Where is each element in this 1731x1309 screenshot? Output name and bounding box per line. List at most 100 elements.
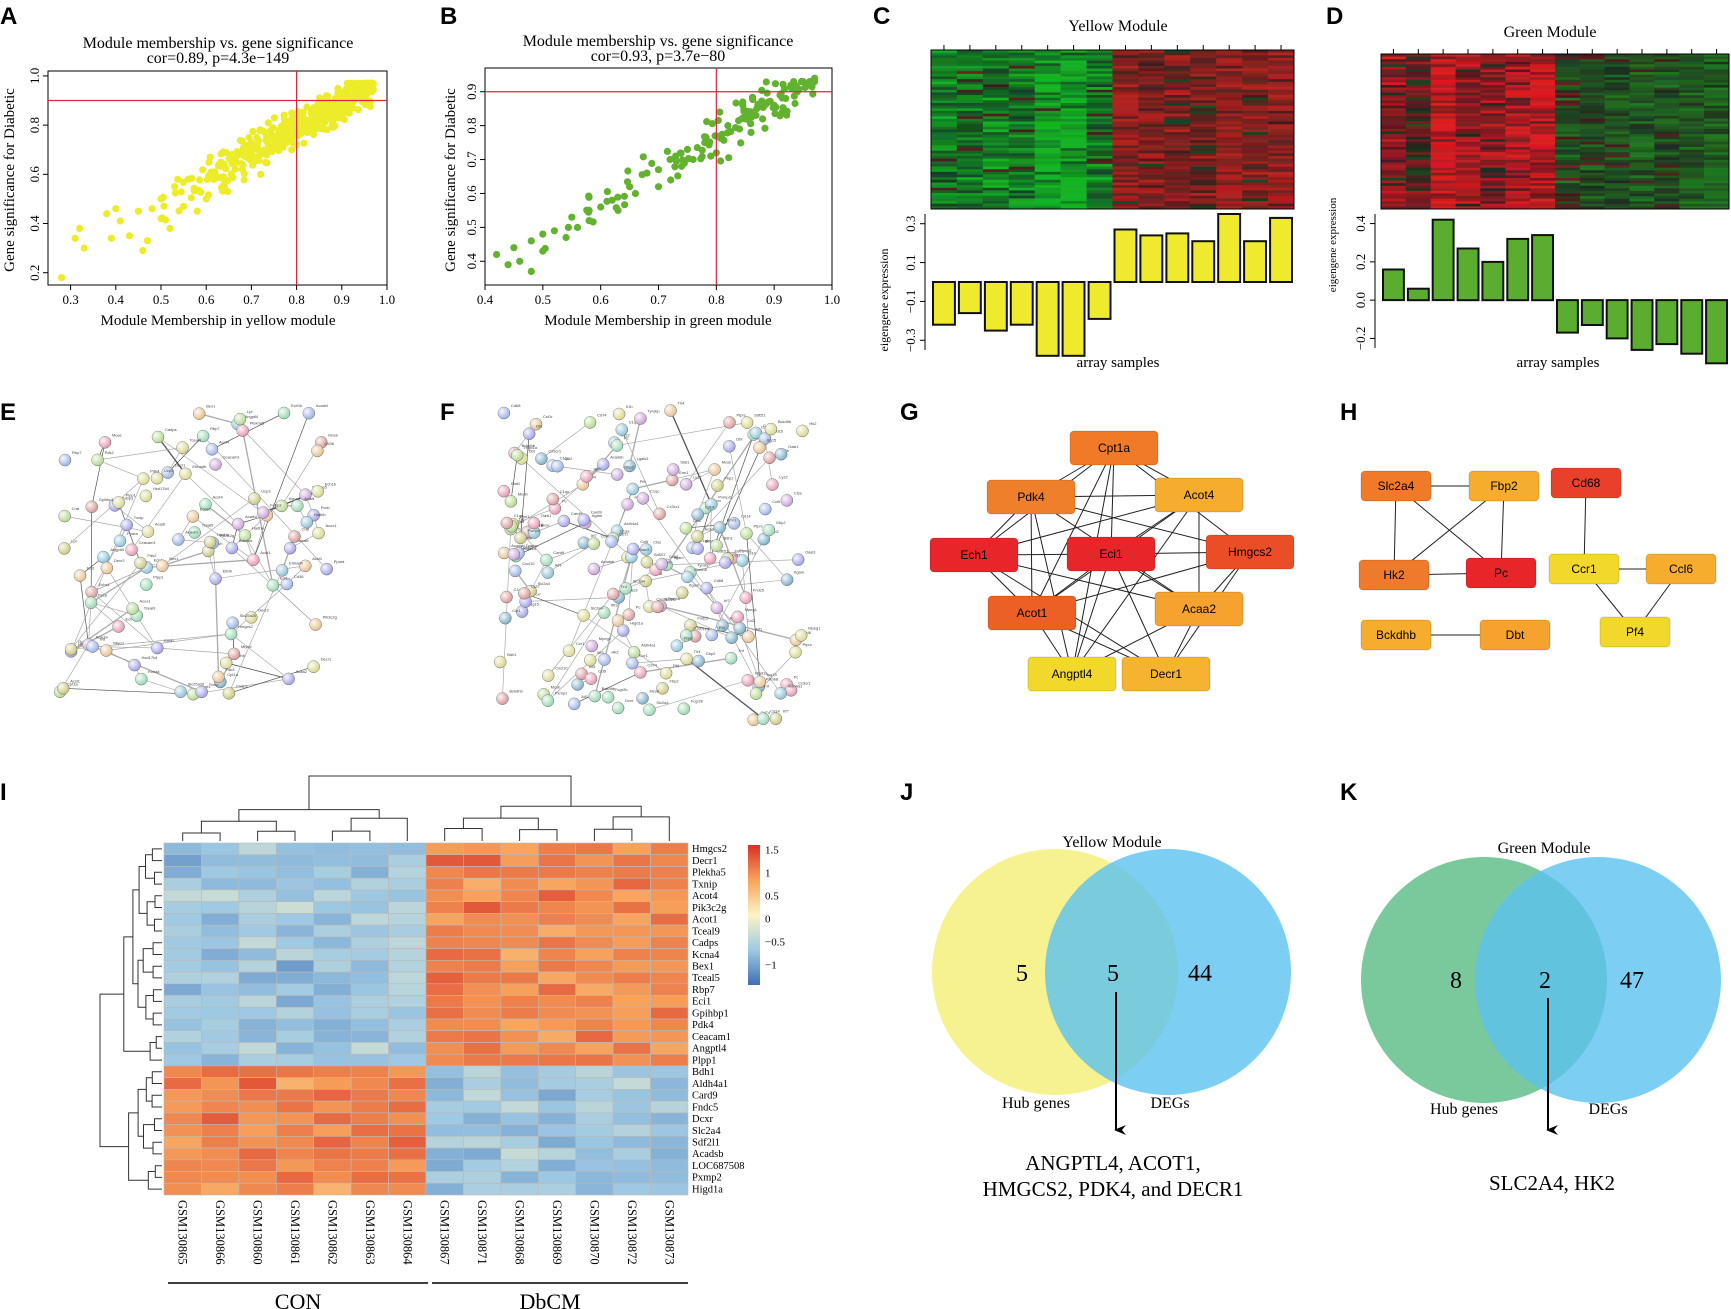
heatmap-c-cell bbox=[931, 177, 958, 181]
network-f-node-label: Aif1 bbox=[555, 563, 563, 568]
heatmap-i-cell bbox=[650, 971, 689, 985]
network-f-node-label: Ccl2 bbox=[771, 529, 780, 534]
heatmap-c-cell bbox=[1190, 166, 1217, 170]
heatmap-c-cell bbox=[956, 71, 984, 75]
heatmap-i-cell bbox=[425, 1077, 464, 1090]
heatmap-c-cell bbox=[1164, 58, 1191, 61]
network-f-node-highlight bbox=[509, 564, 522, 577]
heatmap-d-cell bbox=[1704, 185, 1730, 189]
heatmap-c-cell bbox=[982, 179, 1010, 183]
heatmap-c-cell bbox=[1112, 116, 1139, 120]
heatmap-i-cell bbox=[238, 1159, 277, 1172]
heatmap-d-cell bbox=[1654, 136, 1680, 140]
heatmap-c-cell bbox=[1086, 179, 1113, 183]
heatmap-d-cell bbox=[1480, 100, 1506, 104]
heatmap-d-cell bbox=[1604, 54, 1630, 57]
heatmap-i-col-label: GSM130868 bbox=[513, 1200, 527, 1265]
heatmap-c-cell bbox=[1112, 108, 1139, 112]
heatmap-d-cell bbox=[1430, 54, 1456, 57]
bar-d-xlabel: array samples bbox=[1517, 355, 1600, 371]
heatmap-c-cell bbox=[1242, 142, 1269, 146]
heatmap-d-cell bbox=[1679, 113, 1705, 117]
scatter-b-point bbox=[724, 122, 732, 130]
heatmap-d-cell bbox=[1679, 149, 1705, 153]
heatmap-i-cell bbox=[313, 901, 352, 914]
heatmap-i-cell bbox=[425, 1171, 464, 1184]
heatmap-c-cell bbox=[1242, 60, 1269, 64]
heatmap-i-cell bbox=[575, 1018, 614, 1031]
heatmap-c-cell bbox=[931, 193, 958, 197]
heatmap-c-cell bbox=[1086, 174, 1113, 178]
heatmap-d-cell bbox=[1604, 162, 1630, 166]
heatmap-i-cell bbox=[612, 995, 651, 1008]
heatmap-d-cell bbox=[1704, 152, 1730, 156]
heatmap-i-cell bbox=[350, 901, 389, 914]
scatter-a-point bbox=[330, 105, 338, 113]
heatmap-c-cell bbox=[956, 145, 984, 149]
heatmap-d-cell bbox=[1679, 110, 1705, 114]
heatmap-d-cell bbox=[1530, 85, 1556, 88]
heatmap-i-cell bbox=[163, 866, 202, 879]
heatmap-c-cell bbox=[1034, 126, 1061, 130]
network-e-node-highlight bbox=[125, 543, 138, 556]
heatmap-c-cell bbox=[931, 95, 958, 98]
heatmap-c-cell bbox=[956, 105, 984, 109]
venn-j-result-line1: ANGPTL4, ACOT1, bbox=[1025, 1151, 1201, 1175]
network-f-node-highlight bbox=[527, 517, 540, 530]
heatmap-c-cell bbox=[1086, 58, 1113, 61]
heatmap-c-cell bbox=[1008, 105, 1036, 109]
network-e-edge bbox=[242, 430, 274, 586]
heatmap-c-cell bbox=[982, 150, 1010, 154]
network-f-edge bbox=[512, 508, 556, 525]
heatmap-c-cell bbox=[1216, 182, 1243, 186]
heatmap-c-cell bbox=[1086, 71, 1113, 75]
heatmap-d-cell bbox=[1704, 139, 1730, 143]
heatmap-d-cell bbox=[1455, 110, 1481, 114]
heatmap-c-cell bbox=[1060, 103, 1087, 106]
heatmap-d-cell bbox=[1405, 108, 1432, 112]
heatmap-i-cell bbox=[275, 1159, 314, 1172]
network-e-node-highlight bbox=[135, 673, 148, 686]
heatmap-c-cell bbox=[1034, 50, 1061, 53]
heatmap-d-cell bbox=[1455, 97, 1481, 101]
heatmap-c-cell bbox=[1164, 169, 1191, 173]
heatmap-c-cell bbox=[956, 113, 984, 117]
network-e-node-highlight bbox=[186, 510, 199, 523]
network-e-node-label: Ceacam1 bbox=[139, 540, 157, 545]
heatmap-c-cell bbox=[1190, 150, 1217, 154]
heatmap-d-cell bbox=[1430, 136, 1456, 140]
heatmap-c-cell bbox=[931, 140, 958, 144]
heatmap-c-cell bbox=[1086, 134, 1113, 138]
heatmap-c-cell bbox=[1164, 156, 1191, 159]
heatmap-d-cell bbox=[1381, 126, 1407, 130]
heatmap-d-cell bbox=[1405, 118, 1432, 122]
heatmap-i-cell bbox=[463, 842, 502, 855]
network-e-edge bbox=[228, 666, 314, 694]
heatmap-d-cell bbox=[1381, 141, 1407, 145]
heatmap-d-cell bbox=[1629, 141, 1655, 145]
heatmap-i-cell bbox=[201, 948, 240, 961]
heatmap-d-cell bbox=[1430, 59, 1456, 63]
heatmap-i-cell bbox=[537, 959, 576, 973]
heatmap-d-cell bbox=[1555, 139, 1581, 143]
heatmap-c-cell bbox=[982, 118, 1010, 122]
heatmap-d-cell bbox=[1505, 74, 1531, 78]
heatmap-c-cell bbox=[956, 198, 984, 202]
heatmap-i-cell bbox=[201, 1124, 240, 1137]
scatter-a-point bbox=[180, 202, 188, 210]
heatmap-d-cell bbox=[1629, 113, 1655, 117]
heatmap-c-cell bbox=[1034, 193, 1061, 197]
heatmap-c-cell bbox=[1164, 137, 1191, 141]
heatmap-i-cell bbox=[650, 842, 689, 855]
heatmap-i-cell bbox=[163, 913, 202, 926]
heatmap-d-cell bbox=[1579, 178, 1606, 181]
heatmap-i-cell bbox=[275, 1077, 314, 1090]
network-f-node-highlight bbox=[723, 440, 736, 453]
heatmap-c-cell bbox=[1164, 65, 1191, 69]
heatmap-c-cell bbox=[1164, 203, 1191, 207]
heatmap-c-cell bbox=[1138, 103, 1165, 106]
network-e-edge bbox=[91, 442, 106, 507]
heatmap-d-cell bbox=[1679, 159, 1705, 163]
heatmap-i-cell bbox=[425, 842, 464, 855]
network-h-node-pc-label: Pc bbox=[1494, 566, 1508, 580]
